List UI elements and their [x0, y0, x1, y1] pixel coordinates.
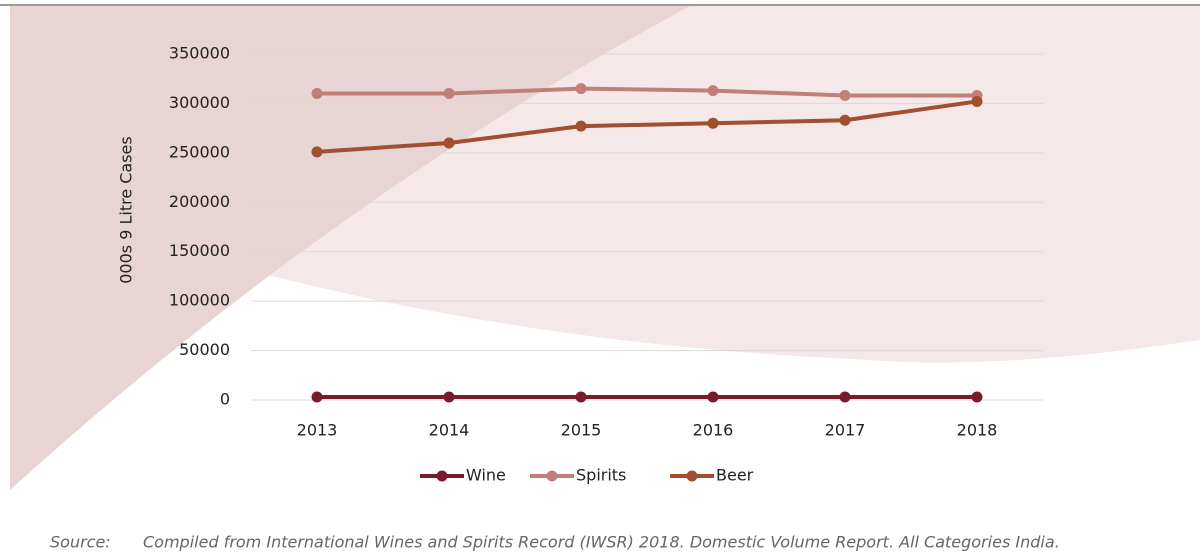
series-line	[316, 99, 978, 154]
y-tick-label: 100000	[169, 291, 230, 310]
y-tick-label: 150000	[169, 241, 230, 260]
point	[443, 391, 455, 403]
legend-marker	[436, 470, 448, 482]
point	[839, 391, 851, 403]
y-axis-title: 000s 9 Litre Cases	[117, 136, 136, 284]
legend-label: Spirits	[576, 466, 626, 485]
x-tick-label: 2015	[561, 421, 602, 440]
point	[707, 391, 719, 403]
x-tick-label: 2014	[429, 421, 470, 440]
point	[707, 85, 719, 97]
y-tick-label: 0	[220, 390, 230, 409]
x-tick-label: 2013	[297, 421, 338, 440]
legend-label: Beer	[716, 466, 754, 485]
point	[971, 95, 983, 107]
y-tick-label: 300000	[169, 93, 230, 112]
point	[971, 391, 983, 403]
y-tick-label: 250000	[169, 142, 230, 161]
legend-marker	[546, 470, 558, 482]
background-shape	[10, 6, 690, 490]
y-tick-label: 200000	[169, 192, 230, 211]
series-line	[317, 86, 977, 98]
point	[707, 117, 719, 129]
point	[443, 88, 455, 100]
legend-label: Wine	[466, 466, 506, 485]
x-tick-label: 2016	[693, 421, 734, 440]
point	[443, 137, 455, 149]
point	[311, 391, 323, 403]
point	[575, 391, 587, 403]
x-tick-label: 2017	[825, 421, 866, 440]
point	[839, 90, 851, 102]
point	[311, 146, 323, 158]
point	[839, 114, 851, 126]
y-tick-label: 50000	[179, 340, 230, 359]
point	[575, 83, 587, 95]
legend-marker	[686, 470, 698, 482]
point	[311, 88, 323, 100]
x-tick-label: 2018	[957, 421, 998, 440]
source: Compiled from International Wines and Sp…	[143, 533, 1060, 552]
source-label: Source:	[50, 533, 111, 552]
point	[575, 120, 587, 132]
y-tick-label: 350000	[169, 44, 230, 63]
